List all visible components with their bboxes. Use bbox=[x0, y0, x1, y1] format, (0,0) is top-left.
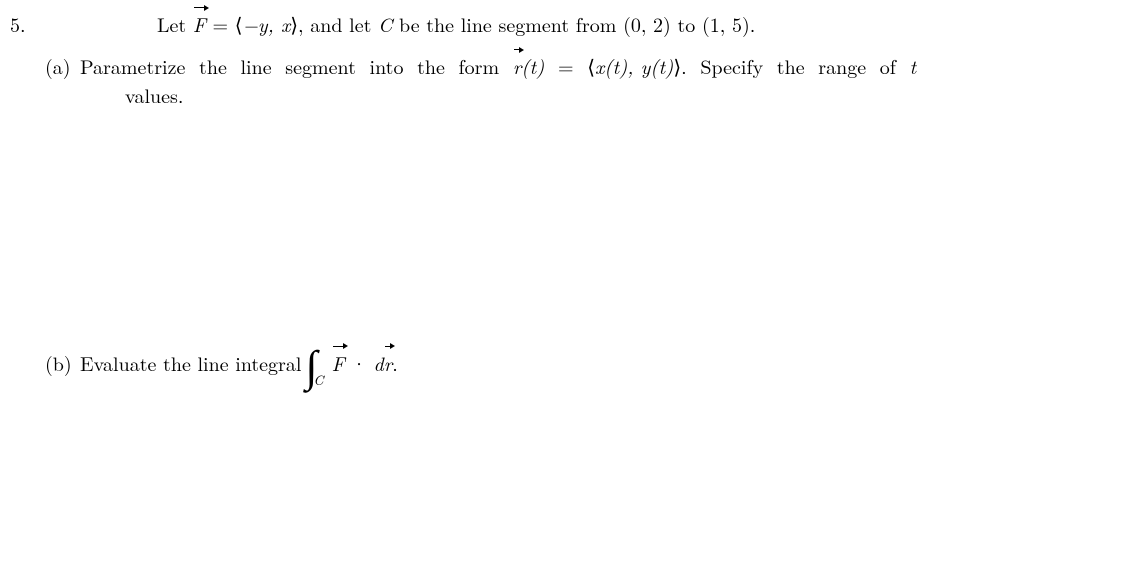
intro-mid: , and let bbox=[298, 9, 378, 38]
intro-to: to bbox=[671, 9, 702, 38]
part-a-text2: . Specify the range of bbox=[681, 51, 909, 80]
integral-subscript-C: C bbox=[314, 371, 324, 391]
vector-r-b: r bbox=[384, 349, 392, 377]
var-t: t bbox=[910, 51, 917, 80]
intro-tuple: −y, x bbox=[243, 9, 291, 38]
dot-op: · bbox=[345, 348, 374, 377]
vector-F-b: F bbox=[332, 349, 345, 377]
part-a: (a)Parametrize the line segment into the… bbox=[45, 52, 1105, 82]
intro-lbracket: ⟨ bbox=[235, 15, 243, 37]
part-a-text1: Parametrize the line segment into the fo… bbox=[80, 51, 513, 80]
part-b-text1: Evaluate the line integral bbox=[80, 349, 301, 377]
rt-arg: (t) bbox=[521, 51, 544, 80]
intro-end: . bbox=[750, 9, 756, 38]
part-a-label: (a) bbox=[45, 52, 80, 80]
vector-r: r bbox=[513, 52, 521, 80]
vector-F: F bbox=[193, 10, 206, 38]
intro-p2: (1, 5) bbox=[702, 9, 750, 38]
intro-rbracket: ⟩ bbox=[290, 15, 298, 37]
problem-intro: Let F = ⟨−y, x⟩, and let C be the line s… bbox=[157, 10, 755, 40]
part-a-xt: x(t), y(t) bbox=[595, 51, 673, 80]
intro-p1: (0, 2) bbox=[623, 9, 671, 38]
integrand: F · dr. bbox=[332, 349, 398, 377]
part-a-rb: ⟩ bbox=[673, 57, 681, 79]
intro-prefix: Let bbox=[157, 9, 193, 38]
part-a-line2: values. bbox=[125, 81, 183, 109]
part-a-eq: = bbox=[544, 51, 587, 80]
integral-expression: ∫C bbox=[305, 345, 327, 380]
curve-C: C bbox=[378, 9, 392, 38]
intro-seg: be the line segment from bbox=[392, 9, 623, 38]
intro-eq: = bbox=[206, 9, 235, 38]
part-a-lb: ⟨ bbox=[587, 57, 595, 79]
problem-number: 5. bbox=[10, 10, 26, 38]
part-b-end: . bbox=[392, 348, 398, 377]
part-b-label: (b) bbox=[45, 349, 80, 377]
part-b-text-wrap: Evaluate the line integral ∫C F · dr. bbox=[80, 345, 398, 380]
part-b: (b) Evaluate the line integral ∫C F · dr… bbox=[45, 345, 1105, 380]
d-letter: d bbox=[374, 348, 384, 377]
part-a-line1: Parametrize the line segment into the fo… bbox=[80, 51, 916, 80]
